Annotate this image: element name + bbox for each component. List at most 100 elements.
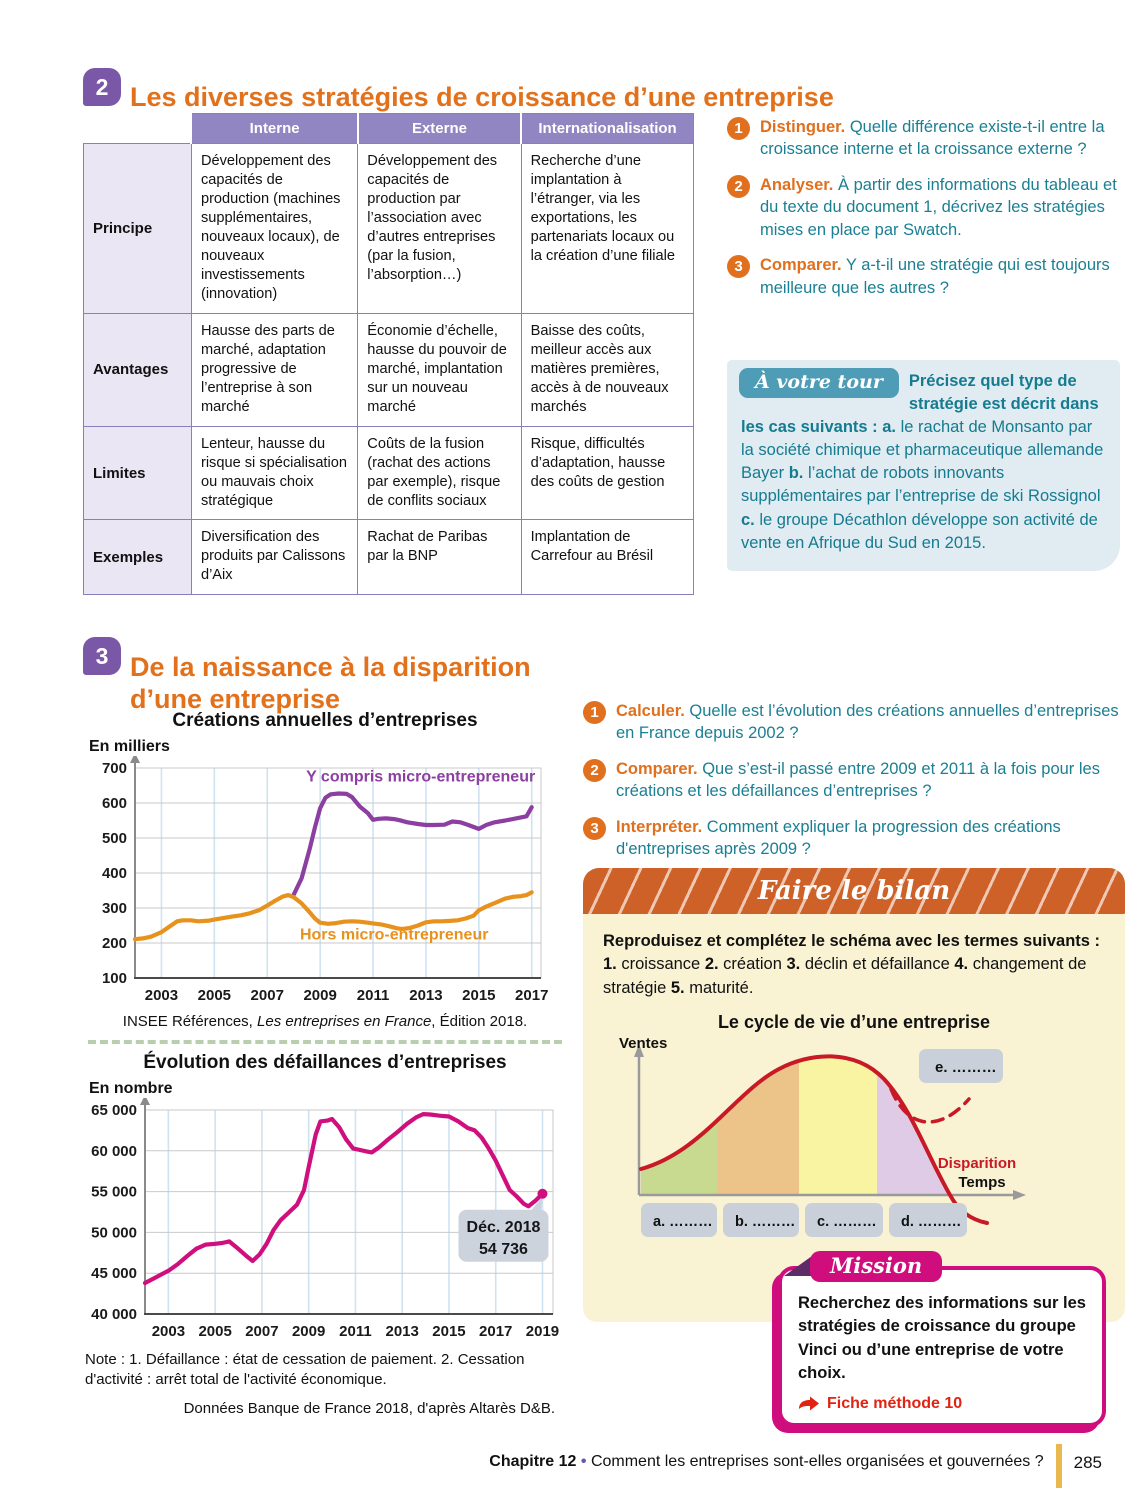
footer-separator: •: [580, 1453, 587, 1470]
table-cell: Risque, difficultés d’adaptation, hausse…: [520, 425, 695, 521]
mission-ribbon-icon: [784, 1256, 812, 1276]
question-item: 3 Interpréter. Comment expliquer la prog…: [583, 816, 1125, 861]
label-box-d: [889, 1203, 967, 1238]
page-number: 285: [1073, 1453, 1102, 1472]
question-text: Distinguer. Quelle différence existe-t-i…: [760, 116, 1120, 161]
table-row: Avantages Hausse des parts de marché, ad…: [83, 312, 695, 427]
footer-chapter-title: Comment les entreprises sont-elles organ…: [590, 1453, 1044, 1470]
question-body: Quelle est l’évolution des créations ann…: [616, 702, 1119, 743]
svg-text:500: 500: [102, 830, 127, 847]
svg-text:2019: 2019: [526, 1323, 559, 1340]
label-box-e: [919, 1049, 1003, 1084]
a-votre-tour-text: Précisez quel type de stratégie est décr…: [741, 372, 1104, 552]
question-item: 3 Comparer. Y a-t-il une stratégie qui e…: [727, 254, 1120, 299]
chart-defaillances-source: Données Banque de France 2018, d'après A…: [183, 1400, 555, 1417]
question-verb: Comparer.: [760, 256, 842, 275]
svg-text:2017: 2017: [515, 987, 548, 1004]
phase-area-2: [717, 1061, 799, 1196]
a-votre-tour-tab: À votre tour: [739, 368, 899, 398]
svg-text:2007: 2007: [245, 1323, 278, 1340]
label-box-d-text: d. ………: [901, 1214, 961, 1230]
svg-text:2011: 2011: [357, 987, 390, 1004]
col-header-externe: Externe: [356, 113, 522, 144]
footer-chapter: Chapitre 12: [489, 1453, 577, 1470]
chart-defaillances-title: Évolution des défaillances d’entreprises: [143, 1052, 507, 1073]
label-box-e-text: e. ………: [935, 1059, 997, 1076]
svg-text:2013: 2013: [409, 987, 442, 1004]
question-verb: Distinguer.: [760, 118, 846, 136]
svg-text:40 000: 40 000: [91, 1306, 137, 1323]
table-corner-cell: [83, 113, 192, 144]
svg-text:Déc. 2018: Déc. 2018: [467, 1219, 541, 1236]
temps-label: Temps: [958, 1174, 1005, 1191]
question-number-badge: 2: [583, 758, 606, 782]
question-body: Quelle différence existe-t-il entre la c…: [760, 118, 1105, 159]
col-header-interne: Interne: [190, 113, 359, 144]
chart-creations-block: Créations annuelles d’entreprises En mil…: [85, 710, 565, 1030]
section-3-title-line1: De la naissance à la disparition: [130, 652, 531, 683]
question-text: Comparer. Que s’est-il passé entre 2009 …: [616, 758, 1125, 803]
svg-text:2005: 2005: [198, 987, 231, 1004]
phase-area-3: [799, 1056, 877, 1196]
chart-creations-plot: 100 200 300 400 500 600 700 2003 2005 2007 2009 201…: [102, 753, 548, 1004]
section-3-questions: 1 Calculer. Quelle est l’évolution des c…: [583, 700, 1125, 861]
chart-defaillances-plot: 40 000 45 000 50 000 55 000 60 000 65 000 2003…: [91, 1095, 559, 1340]
svg-text:2015: 2015: [432, 1323, 465, 1340]
svg-text:2005: 2005: [198, 1323, 231, 1340]
table-row: Principe Développement des capacités de …: [83, 143, 695, 314]
label-box-c: [805, 1203, 883, 1238]
question-text: Analyser. À partir des informations du t…: [760, 174, 1120, 241]
chart-defaillances-unit: En nombre: [89, 1080, 173, 1097]
mission-text: Recherchez des informations sur les stra…: [798, 1294, 1086, 1383]
question-body: À partir des informations du tableau et …: [760, 175, 1117, 239]
question-verb: Interpréter.: [616, 817, 703, 836]
svg-text:65 000: 65 000: [91, 1102, 137, 1119]
svg-text:2009: 2009: [292, 1323, 325, 1340]
svg-text:2013: 2013: [386, 1323, 419, 1340]
cycle-diagram-title: Le cycle de vie d’une entreprise: [717, 1012, 991, 1033]
a-votre-tour-box: À votre tour Précisez quel type de strat…: [727, 360, 1120, 571]
question-text: Interpréter. Comment expliquer la progre…: [616, 816, 1125, 861]
label-box-b: [723, 1203, 799, 1238]
label-box-a: [641, 1203, 717, 1238]
chart-creations-unit: En milliers: [89, 738, 170, 755]
question-body: Comment expliquer la progression des cré…: [616, 817, 1061, 859]
question-verb: Analyser.: [760, 175, 834, 194]
question-number-badge: 2: [727, 174, 750, 198]
svg-text:55 000: 55 000: [91, 1184, 137, 1201]
svg-text:700: 700: [102, 760, 127, 777]
table-row: Limites Lenteur, hausse du risque si spé…: [83, 425, 695, 521]
svg-text:2017: 2017: [479, 1323, 512, 1340]
footer-chapter-line: Chapitre 12 • Comment les entreprises so…: [489, 1453, 1043, 1471]
chart-defaillances-note: Note : 1. Défaillance : état de cessatio…: [85, 1351, 525, 1388]
table-cell: Développement des capacités de productio…: [357, 143, 522, 314]
label-box-a-text: a. ………: [653, 1214, 713, 1230]
svg-text:2003: 2003: [145, 987, 178, 1004]
question-number-badge: 1: [727, 117, 750, 140]
svg-text:2007: 2007: [251, 987, 284, 1004]
table-cell: Recherche d’une implantation à l’étrange…: [520, 143, 695, 314]
ventes-label: Ventes: [619, 1035, 667, 1052]
strategies-table: Interne Externe Internationalisation Pri…: [83, 113, 695, 596]
faire-le-bilan-body: Reproduisez et complétez le schéma avec …: [583, 914, 1125, 1322]
section-2-questions: 1 Distinguer. Quelle différence existe-t…: [727, 116, 1120, 299]
faire-le-bilan-box: Faire le bilan Reproduisez et complétez …: [583, 868, 1125, 1322]
table-cell: Économie d’échelle, hausse du pouvoir de…: [357, 312, 522, 427]
section-3-title-line2: d’une entreprise: [130, 683, 341, 714]
table-cell: Implantation de Carrefour au Brésil: [520, 519, 695, 596]
arrow-icon: [799, 1396, 819, 1411]
section-3-title: De la naissance à la disparition d’une en…: [130, 652, 670, 715]
svg-text:200: 200: [102, 935, 127, 952]
svg-text:2003: 2003: [152, 1323, 185, 1340]
alternative-path-dashed-curve: [889, 1087, 971, 1125]
table-cell: Hausse des parts de marché, adaptation p…: [190, 312, 359, 427]
question-verb: Calculer.: [616, 702, 685, 720]
fiche-methode-link: Fiche méthode 10: [798, 1395, 1086, 1413]
svg-text:60 000: 60 000: [91, 1143, 137, 1160]
fiche-methode-label: Fiche méthode 10: [827, 1394, 963, 1412]
svg-text:2009: 2009: [303, 987, 336, 1004]
faire-le-bilan-header: Faire le bilan: [583, 868, 1125, 914]
table-header-row: Interne Externe Internationalisation: [83, 113, 695, 144]
svg-text:Hors micro-entrepreneur: Hors micro-entrepreneur: [300, 927, 489, 944]
